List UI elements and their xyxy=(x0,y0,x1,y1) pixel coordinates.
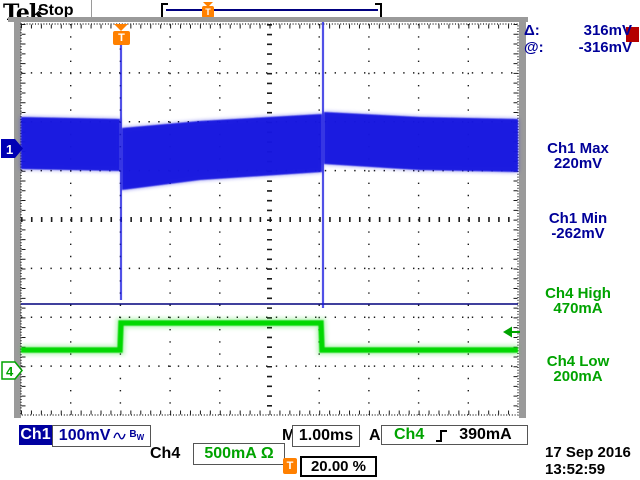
measurement-value: -262mV xyxy=(551,225,605,242)
measurement-value: 200mA xyxy=(553,368,603,385)
trigger-level-value: 390mA xyxy=(459,426,512,443)
trigger-position-value: 20.00 % xyxy=(310,458,367,475)
cursor-delta-value: 316mV xyxy=(583,22,632,39)
measurement-ch1-max: Ch1 Max 220mV xyxy=(524,141,632,171)
record-indicator xyxy=(626,27,639,42)
left-frame-bar xyxy=(14,22,21,418)
measurement-value: 470mA xyxy=(553,300,603,317)
right-frame-bar xyxy=(519,22,526,418)
cursor-delta-label: Δ: xyxy=(524,22,540,39)
measurement-value: 220mV xyxy=(553,155,603,172)
cursor-at-value: -316mV xyxy=(578,39,632,56)
header-divider xyxy=(91,0,92,17)
rising-edge-icon xyxy=(436,429,448,442)
record-trigger-icon: T xyxy=(202,6,214,18)
date-text: 17 Sep 2016 xyxy=(545,444,631,461)
timebase-label: M xyxy=(282,427,296,444)
ch1-ground-marker: 1 xyxy=(1,139,23,158)
cursor-delta-readout: Δ: 316mV xyxy=(524,22,632,39)
ac-coupling-icon xyxy=(113,432,127,439)
timebase-value: 1.00ms xyxy=(298,427,354,444)
ch4-ground-marker: 4 xyxy=(1,361,23,380)
bandwidth-limit-icon: BW xyxy=(129,428,145,442)
ch1-badge: Ch1 xyxy=(19,425,52,445)
measurement-label: Ch4 Low xyxy=(546,353,610,370)
trigger-position-arrow-icon xyxy=(114,24,128,31)
record-view-line xyxy=(166,9,378,11)
trigger-mode-label: A xyxy=(369,427,381,444)
acquisition-status: Stop xyxy=(38,2,74,19)
measurement-label: Ch1 Min xyxy=(548,210,608,227)
record-trigger-arrow-icon xyxy=(203,2,213,7)
ch1-scale-box: 100mV BW xyxy=(52,425,151,447)
timebase-box: 1.00ms xyxy=(292,425,360,447)
svg-text:4: 4 xyxy=(6,364,14,379)
time-text: 13:52:59 xyxy=(545,461,606,478)
measurement-ch1-min: Ch1 Min -262mV xyxy=(524,211,632,241)
impedance-symbol: Ω xyxy=(260,445,274,462)
trigger-t-icon: T xyxy=(283,458,297,474)
measurement-label: Ch1 Max xyxy=(547,140,609,157)
trigger-position-box: 20.00 % xyxy=(300,456,377,477)
measurement-ch4-high: Ch4 High 470mA xyxy=(524,286,632,316)
svg-text:1: 1 xyxy=(6,142,13,157)
measurement-label: Ch4 High xyxy=(545,285,611,302)
trigger-position-marker: T xyxy=(113,31,130,45)
cursor-at-readout: @: -316mV xyxy=(524,39,632,56)
measurement-ch4-low: Ch4 Low 200mA xyxy=(524,354,632,384)
trigger-readout-box: Ch4 390mA xyxy=(381,425,528,445)
ch4-scale-value: 500mA xyxy=(204,445,257,462)
trigger-source: Ch4 xyxy=(394,426,425,443)
cursor-at-label: @: xyxy=(524,39,544,56)
ch1-scale-value: 100mV xyxy=(58,427,111,444)
ch4-scale-box: 500mA Ω xyxy=(193,443,285,465)
ch4-label: Ch4 xyxy=(150,445,181,462)
trigger-level-arrow-icon xyxy=(503,326,520,338)
top-frame-bar xyxy=(8,17,528,22)
